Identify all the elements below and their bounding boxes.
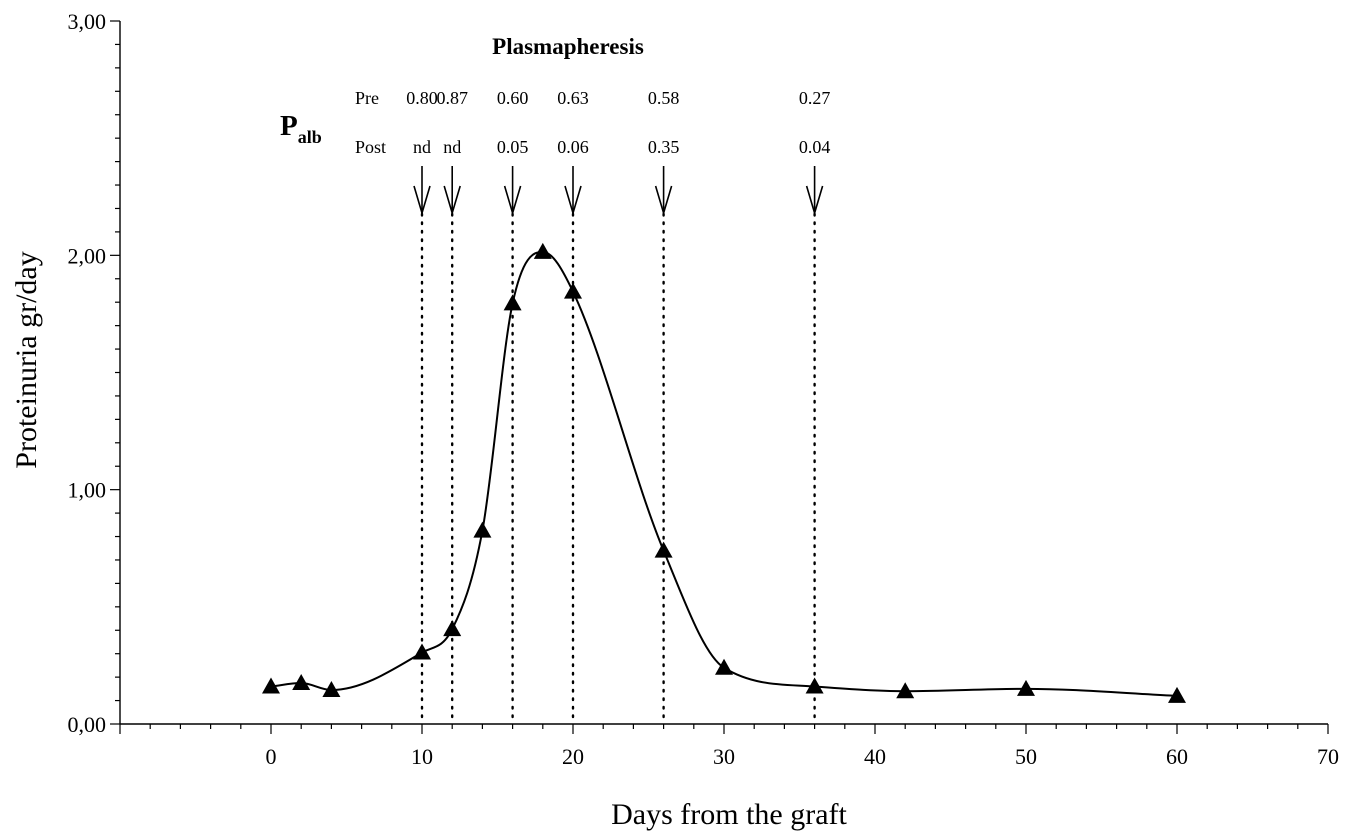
pre-value: 0.80 [406,88,438,108]
arrow-head [503,185,522,216]
pre-value: 0.63 [557,88,589,108]
axis-ticks: 0 10 20 30 40 50 60 70 0,00 1,00 2,00 3,00 [68,9,1340,769]
pre-value: 0.60 [497,88,529,108]
data-point [473,521,492,538]
data-point [533,242,552,259]
pre-value: 0.87 [436,88,468,108]
data-point [896,682,915,699]
y-tick-label: 3,00 [68,9,107,34]
x-tick-label: 0 [266,744,277,769]
pre-value: 0.27 [799,88,831,108]
arrow-head [805,185,824,216]
plasmapheresis-arrows [413,166,824,216]
x-tick-label: 20 [562,744,584,769]
data-point [564,282,582,299]
post-value: 0.04 [799,137,831,157]
proteinuria-curve [270,250,1178,697]
plasmapheresis-title: Plasmapheresis [492,34,644,59]
plasmapheresis-lines [420,212,816,726]
pre-value: 0.58 [648,88,680,108]
y-axis-label: Proteinuria gr/day [10,251,43,468]
data-point [322,681,341,698]
arrow-head [443,185,461,216]
data-point [292,673,311,690]
x-tick-label: 70 [1317,744,1339,769]
arrow-head [654,185,673,216]
post-value: 0.35 [648,137,680,157]
post-values: nd nd 0.05 0.06 0.35 0.04 [413,137,830,157]
y-tick-label: 1,00 [68,478,107,503]
data-point [654,541,673,558]
arrow-head [564,185,582,216]
x-tick-label: 50 [1015,744,1037,769]
data-point [805,677,824,694]
x-tick-label: 60 [1166,744,1188,769]
data-point [1017,679,1035,696]
pre-values: 0.800.87 0.60 0.63 0.58 0.27 [406,88,830,108]
data-point [443,620,462,637]
x-tick-label: 40 [864,744,886,769]
data-point [262,677,280,694]
y-tick-label: 2,00 [68,243,107,268]
pre-row-label: Pre [355,88,379,108]
data-point [503,294,522,311]
x-tick-label: 30 [713,744,735,769]
y-tick-label: 0,00 [68,712,107,737]
data-point [1168,686,1186,703]
data-point [715,658,733,675]
post-value: nd [413,137,431,157]
x-tick-label: 10 [411,744,433,769]
post-row-label: Post [355,137,386,157]
palb-subscript: alb [298,127,322,147]
palb-label: Palb [280,110,322,147]
post-value: 0.06 [557,137,589,157]
data-point [413,643,431,660]
arrow-head [413,185,431,216]
data-points [262,242,1186,703]
post-value: 0.05 [497,137,529,157]
x-axis-label: Days from the graft [611,798,847,831]
post-value: nd [443,137,461,157]
